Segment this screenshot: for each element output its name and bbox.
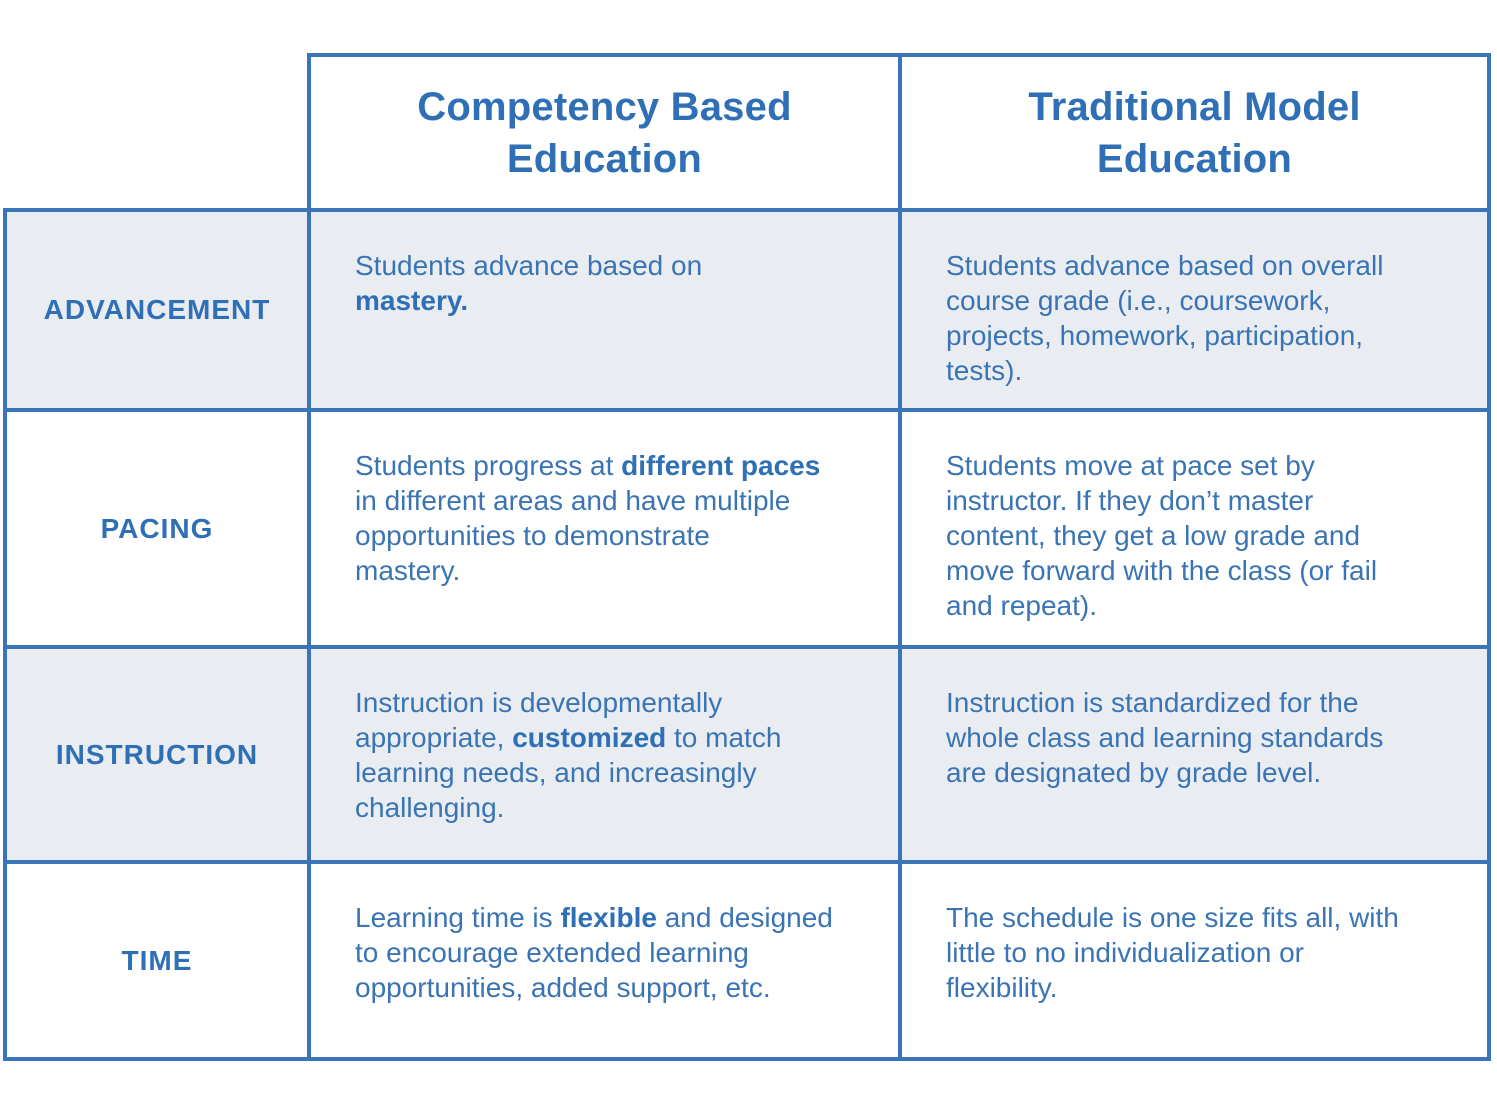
cell-pacing-competency: Students progress at different paces in … [307,408,898,645]
corner-cell [3,53,307,208]
cell-instruction-traditional: Instruction is standardized for the whol… [898,645,1491,860]
cell-time-competency: Learning time is flexible and designed t… [307,860,898,1061]
row-label-instruction: INSTRUCTION [3,645,307,860]
row-label-pacing: PACING [3,408,307,645]
cell-pacing-traditional: Students move at pace set by instructor.… [898,408,1491,645]
column-header-traditional-model: Traditional Model Education [898,53,1491,208]
column-header-competency-based: Competency Based Education [307,53,898,208]
row-label-advancement: ADVANCEMENT [3,208,307,408]
cell-time-traditional: The schedule is one size fits all, with … [898,860,1491,1061]
comparison-table: Competency Based Education Traditional M… [3,53,1491,1061]
cell-instruction-competency: Instruction is developmentally appropria… [307,645,898,860]
cell-advancement-traditional: Students advance based on overall course… [898,208,1491,408]
row-label-time: TIME [3,860,307,1061]
cell-advancement-competency: Students advance based on mastery. [307,208,898,408]
